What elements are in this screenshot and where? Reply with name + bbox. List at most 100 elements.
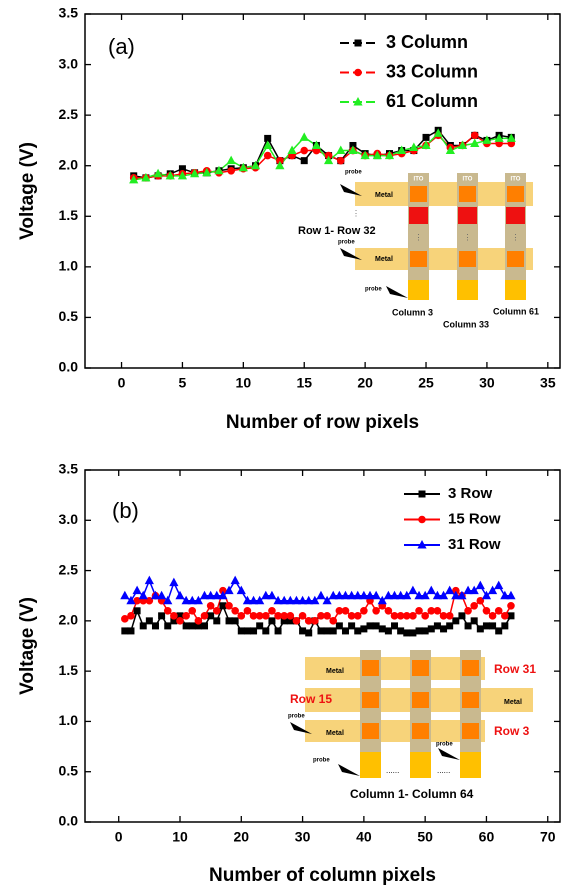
marker [304,595,314,605]
legend-label: 3 Column [386,32,468,52]
probe-arrow [386,286,408,298]
marker [150,590,161,600]
marker [336,145,346,155]
inset-label: Row 1- Row 32 [298,225,376,237]
marker [297,595,308,605]
marker [366,622,374,630]
inset-label: Column 1- Column 64 [350,787,474,801]
pixel [362,660,379,676]
plot-frame [84,469,561,823]
marker [482,607,491,615]
marker [243,627,251,635]
marker [213,617,221,625]
marker [397,627,405,635]
marker [151,622,159,630]
marker [250,627,258,635]
marker [163,595,173,605]
marker [489,622,497,630]
inset-label: Metal [504,699,522,706]
x-tick-label: 5 [179,375,187,391]
marker [139,622,147,630]
marker [268,617,276,625]
inset-label: Column 3 [392,307,433,317]
marker [227,166,235,175]
marker [219,602,227,610]
legend-marker [417,540,427,549]
marker [494,607,503,615]
marker [365,590,375,600]
marker [224,585,234,595]
marker [438,590,449,600]
marker [298,612,307,620]
x-tick-label: 10 [172,829,188,845]
marker [163,607,172,615]
marker [280,612,288,620]
marker [158,612,166,620]
marker [231,617,239,625]
marker [439,612,448,620]
marker [458,612,466,620]
marker [348,145,358,155]
marker [323,627,331,635]
marker [169,577,179,587]
marker [372,607,380,615]
marker [120,590,130,600]
marker [463,585,473,595]
marker [347,612,356,620]
marker [292,617,301,625]
pixel [410,186,427,202]
marker [285,595,295,605]
marker [263,151,272,160]
panel-label: (b) [112,498,139,523]
marker [495,627,503,635]
marker [212,590,222,600]
marker [176,617,184,625]
marker [389,590,400,600]
marker [194,622,202,630]
marker [242,595,253,605]
marker [396,590,406,600]
marker [182,622,190,630]
marker [409,612,417,620]
marker [238,162,248,172]
marker [305,629,313,637]
x-tick-label: 20 [357,375,373,391]
inset-label: ITO [463,177,473,183]
marker [470,138,480,147]
probe-arrow [340,248,362,260]
marker [299,132,309,141]
y-tick-label: 3.5 [59,461,79,477]
pad [410,752,431,778]
inset-label: ⋮ [512,233,520,242]
marker [469,585,479,595]
marker [341,627,349,635]
marker [328,590,338,600]
marker [440,625,448,633]
marker [132,585,142,595]
marker [231,607,239,615]
legend-label: 3 Row [448,485,493,502]
marker [451,590,461,600]
y-tick-label: 2.0 [59,156,79,172]
marker [218,590,228,600]
x-tick-label: 30 [479,375,495,391]
marker [506,133,516,142]
marker [212,607,221,615]
pixel [462,660,479,676]
inset-label: Row 31 [494,662,536,676]
marker [153,168,163,178]
y-tick-label: 0.5 [59,308,79,324]
marker [261,590,271,600]
marker [127,627,135,635]
marker [276,156,284,165]
marker [360,150,370,160]
marker [470,131,479,140]
inset-label: ⋮ [464,233,472,242]
inset-label: ...... [386,766,399,775]
marker [200,612,209,620]
marker [402,612,411,620]
x-tick-label: 50 [417,829,433,845]
marker [421,612,429,620]
pixel [409,207,428,224]
probe-arrow [340,184,362,196]
